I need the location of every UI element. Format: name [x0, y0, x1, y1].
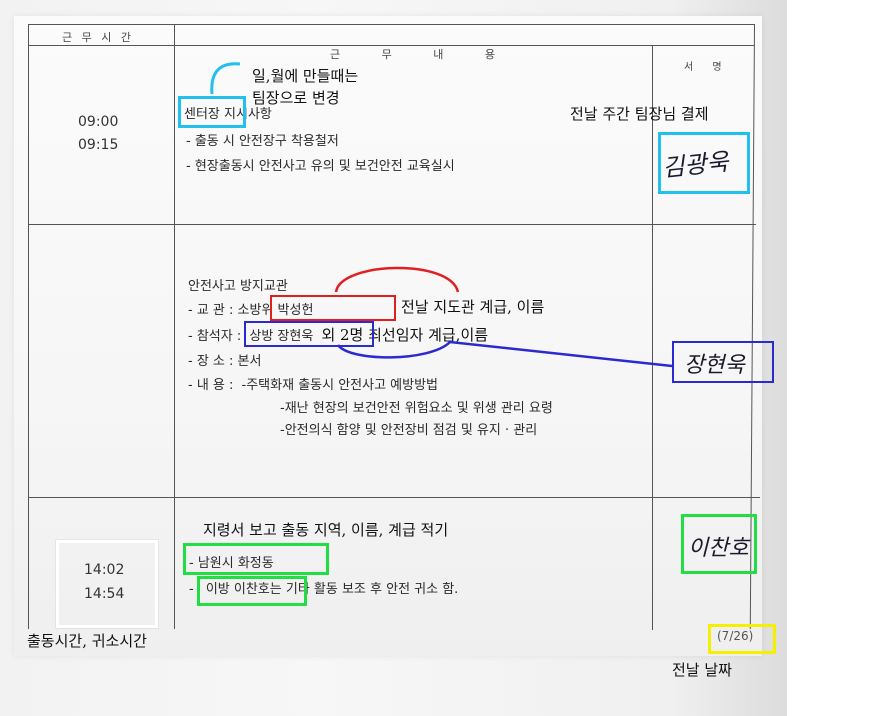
attendee-label: - 참석자 :	[188, 329, 242, 344]
row3-time-end: 14:54	[84, 586, 125, 602]
yellow-box-date	[708, 624, 776, 654]
content-label: - 내 용 :	[188, 378, 234, 393]
sign-column-header: 서 명	[684, 62, 722, 73]
time-column-divider	[174, 24, 175, 629]
red-arc	[334, 266, 460, 293]
person-prefix: -	[189, 582, 198, 597]
content-column-header: 근 무 내 용	[330, 48, 495, 61]
place-line: - 장 소 : 본서	[188, 354, 262, 369]
row3-time-start: 14:02	[84, 562, 125, 578]
attendee-name: 상방 장현욱	[249, 329, 314, 344]
cyan-arc	[210, 62, 241, 95]
row1-time-end: 09:15	[78, 137, 119, 153]
row1-time-start: 09:00	[78, 114, 119, 130]
content-item-1: -주택화재 출동시 안전사고 예방방법	[241, 378, 439, 393]
document-date: (7/26)	[717, 629, 754, 643]
dispatch-area: - 남원시 화정동	[189, 556, 274, 571]
row-divider-1	[28, 224, 756, 225]
row1-title-rest: 지시사항	[219, 107, 272, 122]
instructor-note: 전날 지도관 계급, 이름	[401, 298, 545, 316]
attendee-rest: 외 2명 최선임자 계급,이름	[321, 326, 489, 344]
leader-note-line1: 일,월에 만들때는	[252, 67, 359, 85]
content-line: - 내 용 : -주택화재 출동시 안전사고 예방방법	[188, 374, 438, 393]
paper-sheet	[14, 16, 762, 656]
date-note: 전날 날짜	[672, 661, 732, 679]
table-top-border	[28, 24, 754, 25]
row2-title: 안전사고 방지교관	[188, 279, 288, 294]
blue-arc	[336, 340, 673, 368]
prev-week-sign-note: 전날 주간 팀장님 결제	[570, 105, 709, 123]
leader-note-line2: 팀장으로 변경	[252, 89, 340, 107]
instructor-name: 소방위 박성헌	[237, 303, 314, 318]
green-box-area	[183, 543, 329, 575]
row2-signature: 장현욱	[684, 353, 745, 378]
green-box-person	[197, 576, 307, 606]
green-box-signature	[681, 514, 757, 574]
content-item-2: -재난 현장의 보건안전 위험요소 및 위생 관리 요령	[280, 401, 553, 416]
row3-signature: 이찬호	[688, 536, 749, 561]
blue-box-attendee	[244, 321, 374, 347]
row-divider-2	[28, 497, 760, 498]
content-item-3: -안전의식 함양 및 안전장비 점검 및 유지 · 관리	[280, 423, 538, 438]
center-chief-tag: 센터장	[184, 107, 220, 122]
blue-box-signature	[672, 341, 774, 383]
cyan-box-signature	[658, 132, 750, 194]
cyan-box-center-chief	[178, 96, 246, 128]
person-rest: 는 기타 활동 보조 후 안전 귀소 함.	[269, 582, 459, 597]
red-box-instructor	[270, 295, 396, 321]
table-left-border	[28, 24, 29, 629]
time-column-header: 근 무 시 간	[62, 31, 134, 44]
attendee-line: - 참석자 : 상방 장현욱 외 2명 최선임자 계급,이름	[188, 324, 488, 345]
row1-item-1: - 출동 시 안전장구 착용철저	[186, 134, 339, 149]
row1-title: 센터장 지시사항	[184, 103, 272, 122]
person-name: 이방 이찬호	[205, 582, 270, 597]
header-divider	[28, 45, 754, 46]
row1-item-2: - 현장출동시 안전사고 유의 및 보건안전 교육실시	[186, 159, 455, 174]
sign-column-divider	[652, 45, 653, 630]
instructor-label: - 교 관 :	[188, 303, 234, 318]
person-line: - 이방 이찬호는 기타 활동 보조 후 안전 귀소 함.	[189, 578, 458, 597]
time-note: 출동시간, 귀소시간	[27, 632, 147, 650]
instructor-line: - 교 관 : 소방위 박성헌	[188, 299, 313, 318]
white-box-times	[56, 540, 158, 628]
dispatch-note: 지령서 보고 출동 지역, 이름, 계급 적기	[203, 521, 449, 539]
